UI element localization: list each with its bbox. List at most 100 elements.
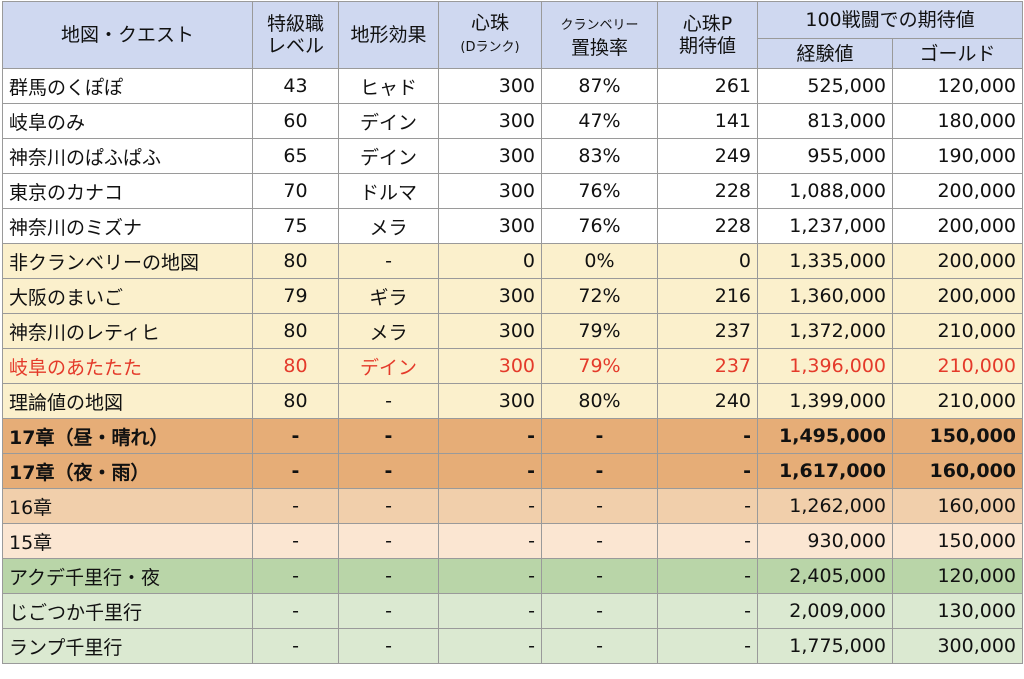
cell-level: 80 <box>252 313 339 349</box>
cell-kokoro: 300 <box>438 68 542 104</box>
cell-exp: 525,000 <box>757 68 893 104</box>
cell-level: - <box>252 628 339 664</box>
cell-terrain: - <box>338 243 439 279</box>
cell-name: 神奈川のぱふぱふ <box>2 138 253 174</box>
cell-rate: 80% <box>541 383 658 419</box>
cell-terrain: - <box>338 418 439 454</box>
cell-terrain: - <box>338 628 439 664</box>
cell-gold: 120,000 <box>891 558 1024 594</box>
cell-terrain: ヒャド <box>338 68 439 104</box>
cell-rate: - <box>541 453 658 489</box>
cell-name: アクデ千里行・夜 <box>2 558 253 594</box>
header-exp: 経験値 <box>757 38 893 69</box>
cell-level: - <box>252 488 339 524</box>
cell-exp: 1,617,000 <box>757 453 893 489</box>
cell-exp: 2,405,000 <box>757 558 893 594</box>
cell-name: 16章 <box>2 488 253 524</box>
cell-level: 80 <box>252 243 339 279</box>
table-header: 地図・クエスト 特級職 レベル 地形効果 心珠 (Dランク) クランベリー 置換率 心… <box>2 1 1024 69</box>
cell-kokoro: 300 <box>438 383 542 419</box>
cell-terrain: - <box>338 558 439 594</box>
cell-terrain: デイン <box>338 138 439 174</box>
table-row: 17章（夜・雨） - - - - -1,617,000 160,000 <box>2 453 1024 489</box>
cell-kokoro-points: - <box>657 418 758 454</box>
cell-kokoro: 300 <box>438 103 542 139</box>
cell-exp: 2,009,000 <box>757 593 893 629</box>
table-row: 東京のカナコ 70 ドルマ 300 76% 228 1,088,000 200,000 <box>2 173 1024 209</box>
cell-name: 17章（夜・雨） <box>2 453 253 489</box>
cell-rate: - <box>541 418 658 454</box>
cell-kokoro-points: 228 <box>657 173 758 209</box>
cell-exp: 955,000 <box>757 138 893 174</box>
header-terrain: 地形効果 <box>338 1 439 69</box>
header-map: 地図・クエスト <box>2 1 253 69</box>
cell-kokoro-points: - <box>657 558 758 594</box>
cell-exp: 1,372,000 <box>757 313 893 349</box>
cell-rate: 83% <box>541 138 658 174</box>
header-level: 特級職 レベル <box>252 1 339 69</box>
table-row: 神奈川のレティヒ 80 メラ 300 79% 237 1,372,000 210,000 <box>2 313 1024 349</box>
cell-rate: - <box>541 488 658 524</box>
cell-kokoro-points: 228 <box>657 208 758 244</box>
cell-gold: 210,000 <box>891 313 1024 349</box>
cell-level: 75 <box>252 208 339 244</box>
cell-kokoro-points: - <box>657 453 758 489</box>
cell-name: 大阪のまいご <box>2 278 253 314</box>
cell-level: - <box>252 558 339 594</box>
cell-kokoro: 0 <box>438 243 542 279</box>
cell-gold: 210,000 <box>891 383 1024 419</box>
cell-name: 17章（昼・晴れ） <box>2 418 253 454</box>
cell-terrain: - <box>338 523 439 559</box>
table-row: 理論値の地図 80-300 80% 240 1,399,000 210,000 <box>2 383 1024 419</box>
cell-name: じごつか千里行 <box>2 593 253 629</box>
cell-exp: 1,775,000 <box>757 628 893 664</box>
cell-rate: - <box>541 523 658 559</box>
cell-terrain: メラ <box>338 208 439 244</box>
cell-terrain: ドルマ <box>338 173 439 209</box>
header-cranberry-rate: クランベリー 置換率 <box>541 1 658 69</box>
table-body: 群馬のくぽぽ 43 ヒャド 300 87% 261 525,000 120,000 岐阜のみ 60… <box>2 68 1024 664</box>
cell-terrain: - <box>338 593 439 629</box>
cell-rate: 87% <box>541 68 658 104</box>
cell-exp: 930,000 <box>757 523 893 559</box>
cell-gold: 150,000 <box>891 523 1024 559</box>
cell-level: 65 <box>252 138 339 174</box>
cell-rate: 0% <box>541 243 658 279</box>
cell-name: 岐阜のみ <box>2 103 253 139</box>
cell-exp: 1,495,000 <box>757 418 893 454</box>
cell-kokoro-points: 216 <box>657 278 758 314</box>
cell-terrain: ギラ <box>338 278 439 314</box>
table-row: 非クランベリーの地図 80-0 0% 0 1,335,000 200,000 <box>2 243 1024 279</box>
cell-kokoro: 300 <box>438 138 542 174</box>
cell-rate: 79% <box>541 313 658 349</box>
cell-kokoro: - <box>438 523 542 559</box>
table-row: アクデ千里行・夜 - - - - -2,405,000 120,000 <box>2 558 1024 594</box>
cell-rate: - <box>541 558 658 594</box>
cell-kokoro-points: - <box>657 523 758 559</box>
cell-exp: 1,335,000 <box>757 243 893 279</box>
cell-exp: 1,360,000 <box>757 278 893 314</box>
cell-kokoro: 300 <box>438 348 542 384</box>
cell-level: 43 <box>252 68 339 104</box>
table-row: 17章（昼・晴れ） - - - - -1,495,000 150,000 <box>2 418 1024 454</box>
cell-name: 15章 <box>2 523 253 559</box>
cell-gold: 160,000 <box>891 453 1024 489</box>
table-row: ランプ千里行 - - - - -1,775,000 300,000 <box>2 628 1024 664</box>
cell-rate: - <box>541 593 658 629</box>
cell-gold: 200,000 <box>891 208 1024 244</box>
table-row: じごつか千里行 - - - - -2,009,000 130,000 <box>2 593 1024 629</box>
cell-terrain: メラ <box>338 313 439 349</box>
cell-kokoro-points: 261 <box>657 68 758 104</box>
cell-rate: 79% <box>541 348 658 384</box>
header-gold: ゴールド <box>891 38 1024 69</box>
cell-level: - <box>252 418 339 454</box>
cell-terrain: - <box>338 383 439 419</box>
cell-gold: 150,000 <box>891 418 1024 454</box>
cell-exp: 813,000 <box>757 103 893 139</box>
comparison-table: 地図・クエスト 特級職 レベル 地形効果 心珠 (Dランク) クランベリー 置換率 心… <box>2 1 1024 664</box>
cell-name: 岐阜のあたたた <box>2 348 253 384</box>
cell-kokoro: - <box>438 558 542 594</box>
cell-level: 79 <box>252 278 339 314</box>
cell-gold: 160,000 <box>891 488 1024 524</box>
cell-gold: 200,000 <box>891 243 1024 279</box>
